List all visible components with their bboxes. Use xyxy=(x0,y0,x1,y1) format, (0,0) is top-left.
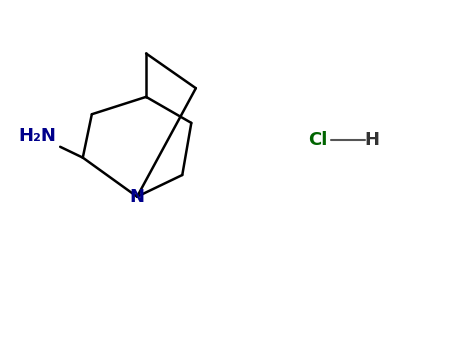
Text: N: N xyxy=(130,188,145,206)
Text: Cl: Cl xyxy=(308,131,328,149)
Text: H₂N: H₂N xyxy=(19,127,56,145)
Text: H: H xyxy=(365,131,380,149)
